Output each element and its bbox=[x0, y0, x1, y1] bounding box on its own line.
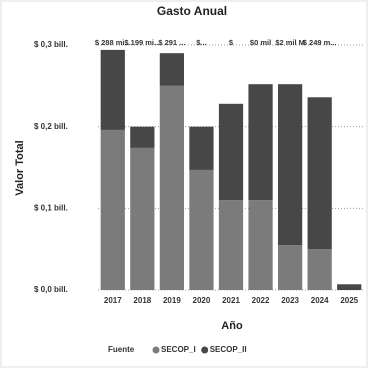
x-tick-label: 2019 bbox=[163, 296, 181, 305]
total-label: $... bbox=[196, 38, 206, 47]
bar-segment bbox=[130, 126, 155, 148]
legend-label: SECOP_II bbox=[210, 345, 247, 354]
x-tick-label: 2020 bbox=[193, 296, 211, 305]
total-label: $0 mil bbox=[250, 38, 271, 47]
legend-marker bbox=[152, 346, 160, 354]
x-tick-label: 2018 bbox=[133, 296, 151, 305]
y-tick-label: $ 0,1 bill. bbox=[34, 203, 68, 212]
y-axis-title: Valor Total bbox=[14, 140, 26, 195]
bar-segment bbox=[248, 200, 273, 290]
bar-segment bbox=[189, 169, 214, 290]
chart-title: Gasto Anual bbox=[157, 4, 227, 18]
y-tick-label: $ 0,3 bill. bbox=[34, 40, 68, 49]
bar-segment bbox=[307, 249, 332, 290]
bar-segment bbox=[100, 129, 125, 290]
bar-segment bbox=[277, 84, 303, 246]
total-label: $ 288 mi... bbox=[95, 38, 131, 47]
total-label: $2 mil M bbox=[275, 38, 305, 47]
bar-segment bbox=[159, 53, 185, 86]
legend-label: SECOP_I bbox=[161, 345, 196, 354]
x-tick-label: 2024 bbox=[311, 296, 329, 305]
x-tick-label: 2025 bbox=[340, 296, 358, 305]
legend-marker bbox=[201, 346, 209, 354]
bar-segment bbox=[337, 284, 362, 290]
y-tick-label: $ 0,0 bill. bbox=[34, 285, 68, 294]
bar-segment bbox=[307, 97, 332, 250]
legend-title: Fuente bbox=[108, 345, 135, 354]
total-label: $ 249 m... bbox=[303, 38, 337, 47]
bar-segment bbox=[159, 85, 185, 290]
x-tick-label: 2021 bbox=[222, 296, 240, 305]
total-label: $ bbox=[229, 38, 234, 47]
bar-segment bbox=[218, 103, 244, 201]
bar-segment bbox=[100, 49, 125, 130]
y-tick-label: $ 0,2 bill. bbox=[34, 122, 68, 131]
x-tick-label: 2022 bbox=[252, 296, 270, 305]
bar-segment bbox=[218, 200, 244, 290]
bar-segment bbox=[189, 126, 214, 170]
bar-segment bbox=[130, 147, 155, 290]
total-label: $ 199 mi... bbox=[124, 38, 160, 47]
x-tick-label: 2017 bbox=[104, 296, 122, 305]
bar-segment bbox=[277, 245, 303, 290]
x-axis-title: Año bbox=[221, 320, 243, 332]
bar-segment bbox=[248, 84, 273, 201]
total-label: $ 291 ... bbox=[158, 38, 185, 47]
x-tick-label: 2023 bbox=[281, 296, 299, 305]
